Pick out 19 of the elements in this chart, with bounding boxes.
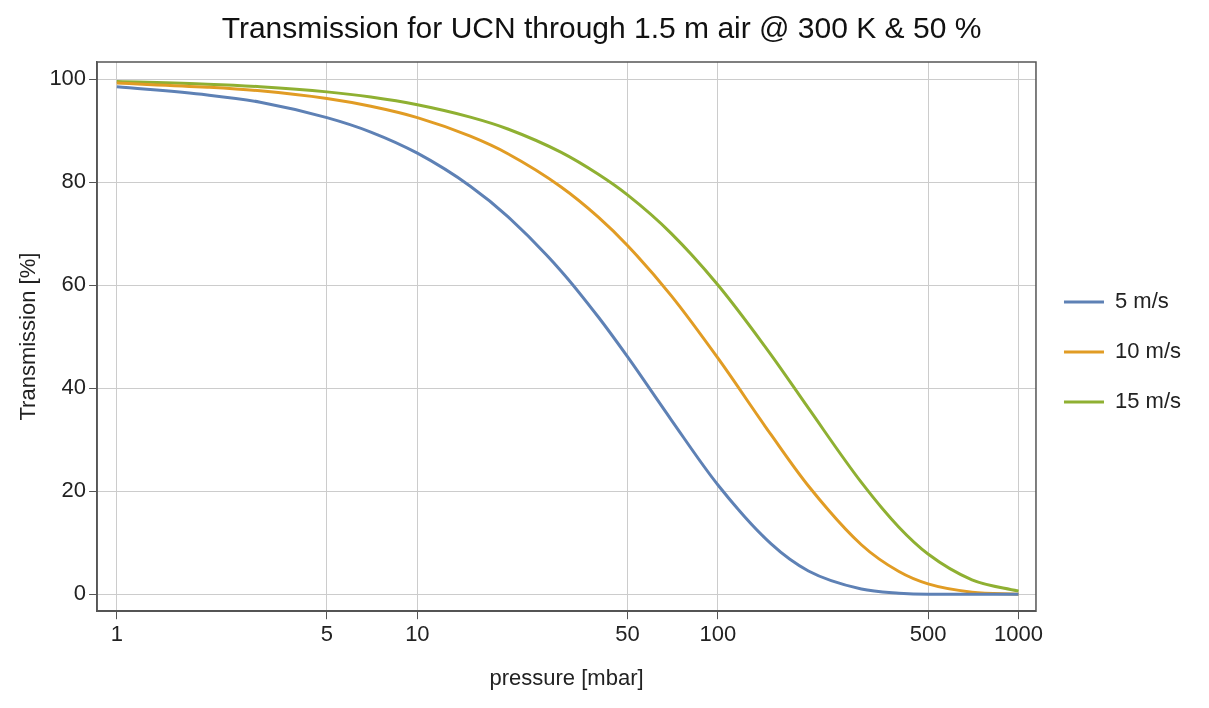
x-tick-label: 50 <box>615 621 640 647</box>
y-tick-label: 80 <box>61 168 87 194</box>
legend-label: 10 m/s <box>1114 338 1182 364</box>
x-tick-label: 1000 <box>994 621 1044 647</box>
y-tick-label: 60 <box>61 271 87 297</box>
x-tick-label: 500 <box>909 621 947 647</box>
x-tick-label: 1 <box>110 621 123 647</box>
y-axis-title: Transmission [%] <box>15 252 41 421</box>
x-tick-label: 10 <box>405 621 430 647</box>
y-tick-label: 0 <box>73 580 87 606</box>
y-tick-label: 20 <box>61 477 87 503</box>
y-tick-label: 100 <box>49 65 87 91</box>
y-tick-label: 40 <box>61 374 87 400</box>
legend-label: 15 m/s <box>1114 388 1182 414</box>
x-axis-title: pressure [mbar] <box>489 664 644 690</box>
legend-label: 5 m/s <box>1114 288 1169 314</box>
x-tick-label: 100 <box>699 621 737 647</box>
x-tick-label: 5 <box>320 621 334 647</box>
chart-title: Transmission for UCN through 1.5 m air @ 300 K & 50 % <box>221 11 982 45</box>
